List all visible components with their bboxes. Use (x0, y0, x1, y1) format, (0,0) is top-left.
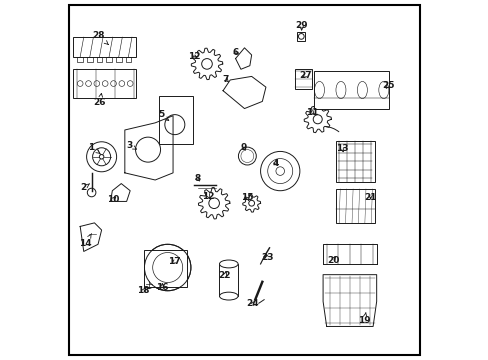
Text: 10: 10 (107, 195, 120, 204)
Text: 28: 28 (92, 31, 108, 45)
Text: 7: 7 (222, 75, 229, 84)
Text: 8: 8 (194, 174, 200, 183)
Circle shape (144, 244, 190, 291)
Text: 14: 14 (79, 234, 92, 248)
Bar (87, 57, 93, 62)
Text: 3: 3 (126, 141, 136, 150)
Bar (77, 57, 83, 62)
Circle shape (260, 152, 299, 191)
Bar (297, 32, 305, 41)
Bar (335, 141, 374, 182)
Text: 20: 20 (326, 256, 339, 265)
Polygon shape (124, 116, 173, 180)
Bar (97, 57, 102, 62)
Bar (335, 189, 374, 223)
Text: 15: 15 (241, 193, 253, 202)
Text: 9: 9 (240, 143, 246, 152)
FancyArrowPatch shape (325, 127, 338, 132)
Text: 6: 6 (232, 48, 239, 57)
Polygon shape (223, 76, 265, 109)
Text: 21: 21 (364, 193, 376, 202)
Text: 22: 22 (218, 271, 231, 280)
Bar (219, 264, 238, 296)
Bar (73, 37, 135, 57)
Text: 19: 19 (358, 313, 370, 324)
Text: 11: 11 (305, 108, 318, 117)
Ellipse shape (219, 260, 238, 268)
Text: 4: 4 (272, 159, 279, 168)
Polygon shape (323, 275, 376, 327)
Text: 12: 12 (188, 52, 201, 61)
Text: 27: 27 (298, 71, 311, 80)
Text: 25: 25 (382, 81, 394, 90)
Text: 12: 12 (202, 192, 215, 201)
Text: 13: 13 (335, 144, 347, 153)
Text: 17: 17 (168, 257, 181, 266)
Bar (73, 69, 135, 98)
Bar (294, 69, 312, 89)
Text: 16: 16 (156, 283, 168, 292)
Bar (159, 96, 192, 144)
Ellipse shape (219, 292, 238, 300)
Text: 26: 26 (93, 93, 106, 107)
Bar (125, 57, 131, 62)
Text: 1: 1 (88, 143, 100, 153)
Text: 5: 5 (158, 111, 168, 121)
Text: 29: 29 (295, 21, 307, 30)
Text: 23: 23 (260, 253, 273, 262)
Text: 24: 24 (246, 300, 259, 309)
Text: 18: 18 (137, 286, 150, 295)
Bar (106, 57, 112, 62)
Text: 2: 2 (81, 183, 89, 192)
Bar (116, 57, 122, 62)
Bar (313, 71, 388, 109)
Bar (144, 249, 187, 287)
